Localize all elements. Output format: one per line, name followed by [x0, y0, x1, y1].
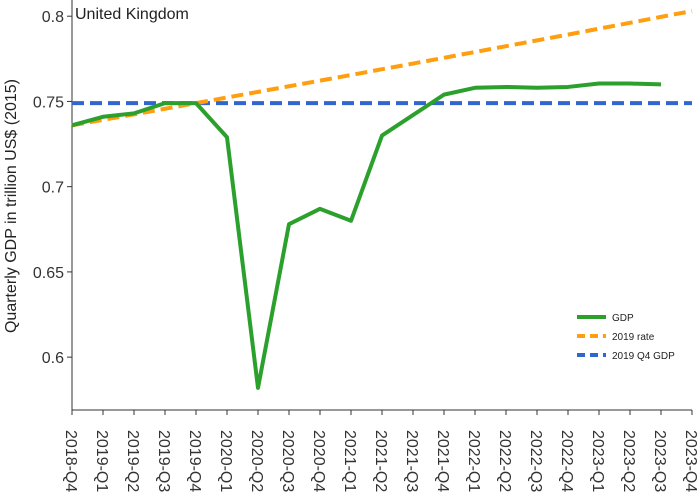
legend-label: 2019 Q4 GDP	[612, 351, 675, 362]
x-tick-label: 2021-Q4	[434, 430, 451, 492]
y-axis: 0.6 0.65 0.7 0.75 0.8	[33, 9, 72, 367]
x-tick-label: 2023-Q2	[620, 430, 637, 492]
x-tick-label: 2020-Q4	[310, 430, 327, 492]
x-tick-label: 2022-Q4	[558, 430, 575, 492]
x-tick-label: 2019-Q4	[186, 430, 203, 492]
series-line-gdp	[71, 81, 662, 390]
y-axis-title: Quarterly GDP in trillion US$ (2015)	[3, 79, 20, 333]
x-tick-label: 2019-Q3	[155, 430, 172, 492]
x-tick-label: 2021-Q3	[403, 430, 420, 492]
x-axis: 2018-Q4 2019-Q1 2019-Q2 2019-Q3 2019-Q4 2020-…	[62, 410, 699, 492]
y-tick-label: 0.6	[42, 350, 64, 367]
x-tick-label: 2023-Q4	[682, 430, 699, 492]
chart-title: United Kingdom	[75, 6, 189, 23]
x-tick-label: 2021-Q2	[372, 430, 389, 492]
y-tick-label: 0.8	[42, 9, 64, 26]
x-tick-label: 2021-Q1	[341, 430, 358, 492]
legend: GDP 2019 rate 2019 Q4 GDP	[577, 313, 675, 362]
x-tick-label: 2022-Q1	[465, 430, 482, 492]
plot-frame	[71, 0, 692, 411]
series-line-2019-rate	[71, 9, 693, 128]
x-tick-label: 2019-Q2	[124, 430, 141, 492]
x-tick-label: 2018-Q4	[62, 430, 79, 492]
x-tick-label: 2019-Q1	[93, 430, 110, 492]
y-tick-label: 0.7	[42, 180, 64, 197]
series-layer	[71, 9, 693, 390]
y-tick-label: 0.75	[33, 94, 64, 111]
x-tick-label: 2022-Q2	[496, 430, 513, 492]
legend-label: GDP	[612, 313, 634, 324]
legend-label: 2019 rate	[612, 332, 655, 343]
x-tick-label: 2020-Q2	[248, 430, 265, 492]
y-tick-label: 0.65	[33, 265, 64, 282]
x-tick-label: 2023-Q1	[589, 430, 606, 492]
x-tick-label: 2020-Q1	[217, 430, 234, 492]
x-tick-label: 2023-Q3	[651, 430, 668, 492]
x-tick-label: 2022-Q3	[527, 430, 544, 492]
x-tick-label: 2020-Q3	[279, 430, 296, 492]
